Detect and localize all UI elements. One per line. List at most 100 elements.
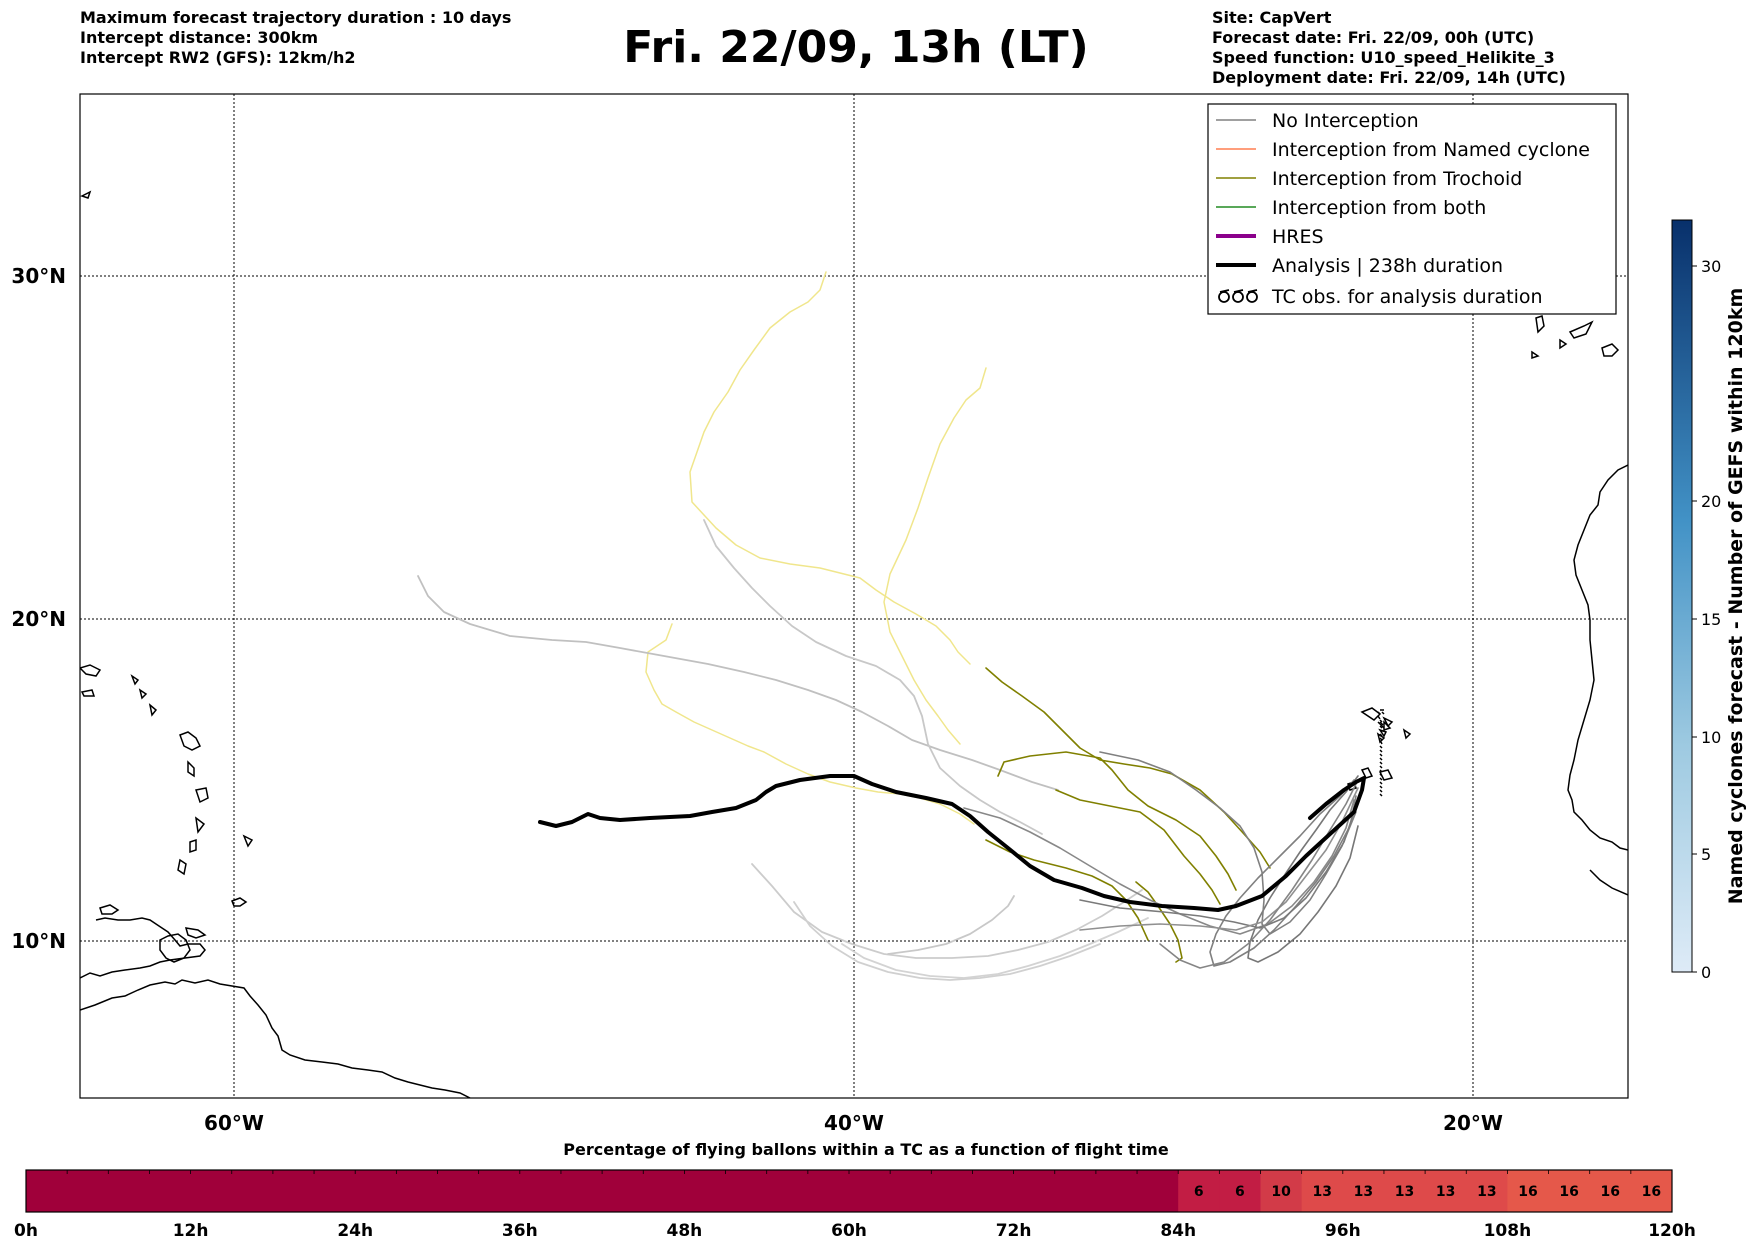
- time-bar-cell-value: 13: [1477, 1184, 1496, 1200]
- time-bar-cell: [355, 1170, 397, 1212]
- island-brava: [1377, 711, 1381, 715]
- island-grenadines: [177, 858, 187, 876]
- island-dominica: [187, 760, 195, 778]
- island-vi: [80, 689, 96, 697]
- island-st-vincent: [189, 838, 197, 854]
- time-bar-tick-label: 36h: [502, 1221, 538, 1241]
- island-misc-19: [1379, 789, 1383, 793]
- time-bar-cell: [1548, 1170, 1591, 1212]
- island-branco: [1378, 728, 1388, 738]
- colorbar: 0 5 10 15 20 30 Named cyclones forecast …: [1671, 219, 1747, 982]
- time-bar-cell: [849, 1170, 891, 1212]
- island-curacao: [99, 904, 120, 915]
- island-montserrat: [148, 703, 158, 717]
- time-bar-cell: [807, 1170, 850, 1212]
- island-martinique: [195, 787, 209, 804]
- island-hierro: [1531, 350, 1540, 360]
- island-antigua: [138, 688, 148, 700]
- colorbar-tick: 15: [1701, 610, 1721, 629]
- time-bar-cell: [1425, 1170, 1467, 1212]
- island-misc-17: [1379, 781, 1383, 785]
- legend-label: Analysis | 238h duration: [1272, 255, 1503, 277]
- time-bar-cell: [602, 1170, 644, 1212]
- time-bar-cell: [1137, 1170, 1179, 1212]
- trajectory-dkgray-3: [963, 799, 1355, 935]
- header-left-info: Maximum forecast trajectory duration : 1…: [80, 8, 511, 68]
- time-bar-cell: [1219, 1170, 1261, 1212]
- island-bermuda: [80, 190, 92, 199]
- trajectory-gray-1: [417, 575, 1059, 791]
- venezuela-coast: [80, 917, 206, 979]
- time-bar-tick-label: 48h: [667, 1221, 703, 1241]
- header-right-line: Forecast date: Fri. 22/09, 00h (UTC): [1212, 28, 1535, 47]
- island-misc-6: [1379, 737, 1383, 741]
- time-bar-cell-value: 10: [1271, 1184, 1291, 1200]
- island-misc-3: [1379, 725, 1383, 729]
- time-bar-cell: [1260, 1170, 1303, 1212]
- island-la-palma: [1535, 315, 1545, 334]
- time-bar-cell: [1095, 1170, 1138, 1212]
- legend-frame: [1207, 103, 1617, 315]
- time-bar-cell: [108, 1170, 150, 1212]
- trajectory-gray-4: [793, 901, 1101, 981]
- trajectory-analysis: [538, 774, 1366, 912]
- island-sal: [1379, 723, 1385, 729]
- time-bar-cell: [1589, 1170, 1632, 1212]
- island-misc-7: [1380, 741, 1383, 745]
- time-bar-cell: [725, 1170, 768, 1212]
- trajectory-gray-2: [703, 519, 1043, 835]
- trinidad: [159, 933, 191, 963]
- colorbar-tick: 10: [1701, 728, 1721, 747]
- time-bar-cell: [396, 1170, 438, 1212]
- time-bar-cell-value: 16: [1559, 1184, 1578, 1200]
- time-bar-frame: [25, 1169, 1673, 1213]
- colorbar-tick: 20: [1701, 492, 1721, 511]
- time-bar-cell: [1054, 1170, 1097, 1212]
- colorbar-tick: 5: [1701, 845, 1711, 864]
- island-misc-4: [1379, 729, 1383, 733]
- time-bar-cell: [272, 1170, 315, 1212]
- island-misc-8: [1379, 745, 1383, 749]
- time-bar-tick-label: 120h: [1648, 1221, 1696, 1241]
- time-bar-cell: [643, 1170, 685, 1212]
- island-fogo: [1377, 715, 1381, 720]
- trajectory-dkgray-6: [1079, 787, 1359, 931]
- trajectory-dkgray-4: [1099, 751, 1357, 935]
- island-gomera: [1559, 338, 1568, 350]
- trajectory-olive-1: [985, 667, 1271, 869]
- island-misc-2: [1377, 721, 1381, 725]
- island-cv-west: [1360, 767, 1374, 779]
- legend-label: TC obs. for analysis duration: [1271, 286, 1543, 308]
- tc-symbol-icon: [1218, 289, 1258, 303]
- legend-label: HRES: [1272, 226, 1324, 248]
- lon-label: 60°W: [204, 1111, 264, 1135]
- time-bar-tick-label: 84h: [1160, 1221, 1196, 1241]
- colorbar-label: Named cyclones forecast - Number of GEFS…: [1725, 288, 1747, 905]
- time-bar-cell-value: 13: [1395, 1184, 1414, 1200]
- time-bar-tick-label: 60h: [831, 1221, 867, 1241]
- trajectory-olive-3: [1055, 789, 1221, 905]
- time-bar-title: Percentage of flying ballons within a TC…: [563, 1140, 1169, 1159]
- trajectory-yellow-2: [883, 367, 987, 745]
- time-bar-cell: [684, 1170, 727, 1212]
- time-bar-cell-value: 13: [1436, 1184, 1455, 1200]
- time-bar-cell: [1630, 1170, 1673, 1212]
- time-bar-cell: [314, 1170, 356, 1212]
- lon-label: 20°W: [1443, 1111, 1503, 1135]
- time-bar-cell: [560, 1170, 603, 1212]
- island-st-lucia: [195, 816, 206, 834]
- time-bar-cell: [190, 1170, 233, 1212]
- time-bar: Percentage of flying ballons within a TC…: [14, 1140, 1696, 1241]
- island-raso: [1383, 720, 1392, 732]
- time-bar-cell-value: 13: [1354, 1184, 1373, 1200]
- island-misc-18: [1379, 785, 1383, 789]
- page-title: Fri. 22/09, 13h (LT): [623, 22, 1089, 73]
- colorbar-tick: 0: [1701, 963, 1711, 982]
- header-left-line: Intercept RW2 (GFS): 12km/h2: [80, 48, 356, 67]
- time-bar-tick-label: 72h: [996, 1221, 1032, 1241]
- lat-label: 30°N: [11, 264, 66, 288]
- island-misc-20: [1379, 793, 1383, 797]
- time-bar-cell-value: 16: [1518, 1184, 1537, 1200]
- time-bar-cell: [67, 1170, 109, 1212]
- legend: No Interception Interception from Named …: [1207, 103, 1617, 315]
